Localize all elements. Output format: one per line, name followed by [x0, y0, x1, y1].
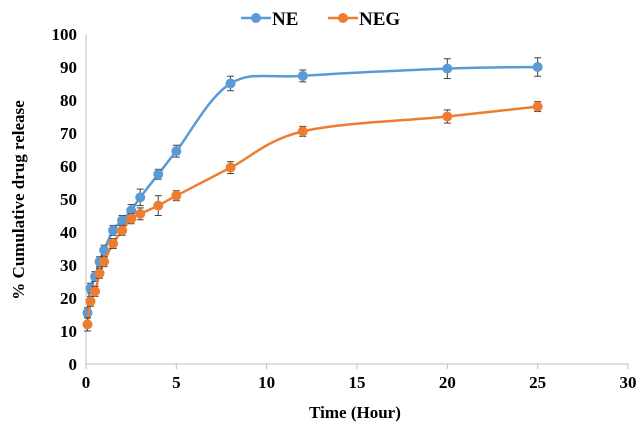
data-point: [95, 268, 105, 278]
x-tick-label: 20: [439, 373, 456, 392]
data-point: [442, 112, 452, 122]
data-point: [126, 214, 136, 224]
y-tick-label: 90: [60, 58, 77, 77]
x-tick-label: 0: [82, 373, 91, 392]
y-axis-title: % Cumulative drug release: [9, 100, 28, 300]
x-tick-label: 25: [529, 373, 546, 392]
data-point: [108, 225, 118, 235]
data-point: [86, 296, 96, 306]
y-tick-label: 10: [60, 322, 77, 341]
series-ne: [82, 58, 542, 318]
data-point: [108, 239, 118, 249]
data-point: [533, 62, 543, 72]
series-neg: [82, 102, 542, 331]
x-tick-label: 15: [349, 373, 366, 392]
series-layer: [82, 58, 542, 331]
x-tick-label: 5: [172, 373, 181, 392]
data-point: [117, 225, 127, 235]
y-tick-label: 0: [69, 355, 78, 374]
data-point: [153, 169, 163, 179]
legend-marker: [251, 13, 261, 23]
legend-item-neg: NEG: [328, 9, 400, 30]
data-point: [298, 71, 308, 81]
data-point: [135, 209, 145, 219]
y-tick-label: 20: [60, 289, 77, 308]
data-point: [135, 192, 145, 202]
data-point: [226, 79, 236, 89]
data-point: [171, 191, 181, 201]
series-line-ne: [87, 67, 537, 313]
legend: NE NEG: [241, 9, 400, 30]
data-point: [442, 64, 452, 74]
x-tick-label: 30: [620, 373, 637, 392]
data-point: [533, 102, 543, 112]
legend-label: NE: [272, 9, 298, 30]
x-tick-label: 10: [258, 373, 275, 392]
data-point: [82, 319, 92, 329]
data-point: [90, 286, 100, 296]
data-point: [99, 257, 109, 267]
y-tick-label: 30: [60, 256, 77, 275]
data-point: [226, 163, 236, 173]
y-tick-label: 100: [52, 25, 78, 44]
y-tick-label: 50: [60, 190, 77, 209]
y-tick-label: 60: [60, 157, 77, 176]
x-axis-title: Time (Hour): [309, 403, 401, 422]
axes: 0 10 20 30 40 50 60 70 80 90 100 0 5 10 15 20 25 30: [52, 25, 637, 392]
data-point: [298, 126, 308, 136]
data-point: [153, 201, 163, 211]
y-tick-label: 80: [60, 91, 77, 110]
data-point: [171, 146, 181, 156]
legend-marker: [338, 13, 348, 23]
y-tick-label: 40: [60, 223, 77, 242]
legend-item-ne: NE: [241, 9, 298, 30]
legend-label: NEG: [359, 9, 400, 30]
y-tick-label: 70: [60, 124, 77, 143]
